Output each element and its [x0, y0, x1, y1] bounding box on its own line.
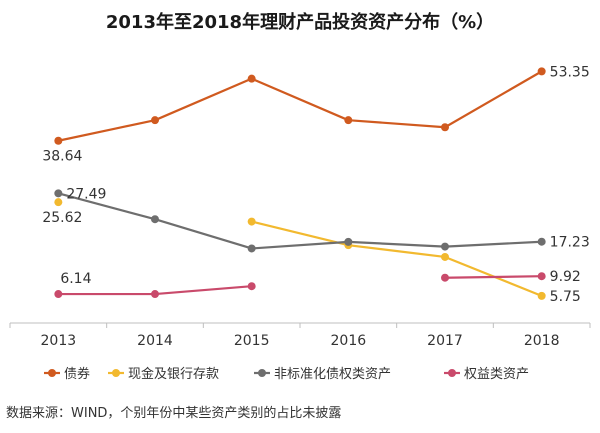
data-point	[151, 290, 159, 299]
data-point	[54, 290, 63, 299]
chart-title: 2013年至2018年理财产品投资资产分布（%）	[105, 12, 495, 33]
legend-label: 债券	[64, 366, 90, 382]
legend-label: 权益类资产	[464, 366, 529, 382]
data-point	[537, 272, 546, 281]
x-tick-label: 2018	[524, 333, 560, 349]
data-label: 17.23	[550, 235, 590, 251]
data-point	[247, 244, 256, 253]
legend-label: 非标准化债权类资产	[274, 366, 391, 382]
data-point	[344, 237, 353, 246]
legend-label: 现金及银行存款	[128, 366, 219, 382]
data-point	[441, 273, 449, 282]
series-line	[58, 70, 543, 142]
x-tick-label: 2017	[427, 333, 463, 349]
legend-swatch-marker	[258, 369, 266, 377]
data-label: 5.75	[550, 289, 581, 305]
series-line	[444, 275, 542, 279]
data-label: 38.64	[42, 149, 82, 165]
data-point	[344, 116, 353, 125]
source-note: 数据来源：WIND，个别年份中某些资产类别的占比未披露	[6, 406, 342, 421]
data-point	[247, 74, 256, 83]
data-point	[537, 237, 546, 246]
series-line	[58, 192, 542, 250]
x-tick-label: 2016	[331, 333, 367, 349]
legend-swatch-marker	[48, 369, 56, 377]
data-point	[54, 136, 63, 145]
data-point	[151, 215, 159, 224]
data-point	[537, 291, 546, 300]
data-label: 9.92	[550, 269, 581, 285]
data-point	[247, 282, 256, 291]
data-point	[441, 252, 449, 261]
data-point	[151, 116, 159, 125]
x-tick-label: 2015	[234, 333, 270, 349]
series-line	[251, 220, 543, 297]
data-point	[441, 242, 449, 251]
data-label: 53.35	[550, 64, 590, 80]
data-point	[247, 217, 256, 226]
data-label: 27.49	[66, 186, 106, 202]
data-point	[54, 198, 63, 207]
data-point	[441, 123, 449, 132]
data-point	[537, 67, 546, 76]
x-tick-label: 2014	[137, 333, 173, 349]
x-tick-label: 2013	[41, 333, 77, 349]
legend-swatch-marker	[112, 369, 120, 377]
legend-swatch-marker	[448, 369, 456, 377]
data-point	[54, 189, 63, 198]
data-label: 6.14	[60, 271, 91, 287]
data-label: 25.62	[42, 210, 82, 226]
